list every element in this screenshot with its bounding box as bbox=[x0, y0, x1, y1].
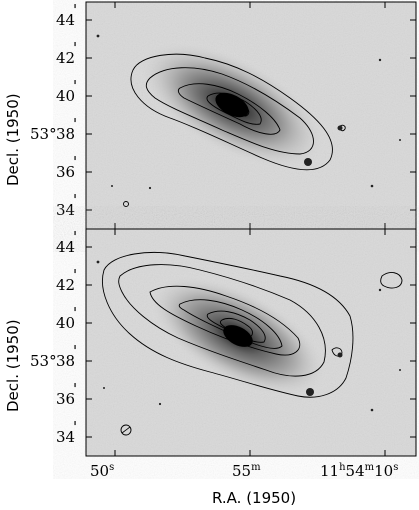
bottom-y-tick-36: 36 bbox=[56, 390, 75, 408]
bottom-y-tick-38: 38 bbox=[56, 352, 75, 370]
top-y-tick-44: 44 bbox=[56, 11, 75, 29]
svg-text:': ' bbox=[73, 153, 77, 171]
top-y-axis-title: Decl. (1950) bbox=[4, 93, 22, 186]
svg-text:': ' bbox=[73, 191, 77, 209]
svg-text:': ' bbox=[73, 228, 77, 246]
top-y-tick-38: 38 bbox=[56, 125, 75, 143]
x-tick-11h54m10s: 11h54m10s bbox=[320, 462, 398, 480]
svg-text:': ' bbox=[73, 77, 77, 95]
bottom-dec-degree: 53° bbox=[30, 352, 57, 370]
bottom-y-axis-title: Decl. (1950) bbox=[4, 319, 22, 412]
bottom-y-tick-44: 44 bbox=[56, 238, 75, 256]
x-axis-title: R.A. (1950) bbox=[212, 489, 296, 507]
svg-text:': ' bbox=[73, 304, 77, 322]
svg-text:': ' bbox=[73, 39, 77, 57]
bottom-ticks bbox=[86, 229, 416, 456]
x-tick-55m: 55m bbox=[232, 462, 261, 480]
svg-text:': ' bbox=[73, 418, 77, 436]
bottom-contours bbox=[102, 252, 403, 436]
top-y-tick-40: 40 bbox=[56, 87, 75, 105]
top-y-ticks bbox=[86, 2, 416, 229]
top-panel: 44 ' 42 ' 40 ' 53° 38 ' 36 ' 34 ' Decl. … bbox=[4, 1, 417, 230]
top-dec-degree: 53° bbox=[30, 125, 57, 143]
svg-text:': ' bbox=[73, 1, 77, 19]
svg-text:': ' bbox=[73, 115, 77, 133]
top-y-tick-labels: 44 ' 42 ' 40 ' 53° 38 ' 36 ' 34 ' bbox=[30, 1, 77, 219]
svg-text:': ' bbox=[73, 266, 77, 284]
top-y-tick-42: 42 bbox=[56, 49, 75, 67]
bottom-y-tick-40: 40 bbox=[56, 314, 75, 332]
bottom-y-tick-42: 42 bbox=[56, 276, 75, 294]
svg-text:': ' bbox=[73, 342, 77, 360]
top-stars bbox=[96, 34, 401, 190]
bottom-panel-frame bbox=[85, 228, 417, 457]
bottom-y-tick-labels: 44 ' 42 ' 40 ' 53° 38 ' 36 ' 34 ' bbox=[30, 228, 77, 446]
top-contours bbox=[123, 53, 346, 207]
top-y-tick-34: 34 bbox=[56, 201, 75, 219]
x-tick-50s: 50s bbox=[90, 462, 114, 480]
bottom-panel: 44 ' 42 ' 40 ' 53° 38 ' 36 ' 34 ' Decl. … bbox=[4, 228, 417, 457]
bottom-stars bbox=[96, 260, 401, 412]
top-y-tick-36: 36 bbox=[56, 163, 75, 181]
svg-text:': ' bbox=[73, 380, 77, 398]
bottom-y-tick-34: 34 bbox=[56, 428, 75, 446]
x-tick-labels: 50s 55m 11h54m10s bbox=[90, 462, 398, 480]
bottom-galaxy bbox=[147, 273, 329, 399]
